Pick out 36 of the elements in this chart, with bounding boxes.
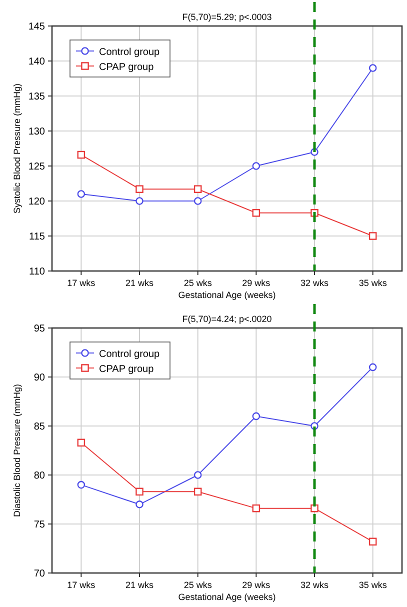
x-tick-label: 29 wks [242,580,271,590]
x-axis-title: Gestational Age (weeks) [178,592,276,602]
y-tick-label: 70 [34,568,46,580]
y-tick-label: 130 [28,126,46,138]
y-tick-label: 90 [34,372,46,384]
y-tick-label: 80 [34,470,46,482]
y-tick-label: 115 [29,232,46,242]
y-tick-label: 145 [28,22,46,32]
chart-title: F(5,70)=4.24; p<.0020 [182,314,272,324]
x-tick-label: 35 wks [358,278,388,288]
x-tick-label: 17 wks [67,278,96,288]
x-tick-label: 25 wks [184,278,212,288]
x-tick-label: 21 wks [125,580,154,590]
x-tick-label: 35 wks [358,580,388,590]
y-tick-label: 135 [28,92,46,102]
legend-label: Control group [99,349,160,360]
x-tick-label: 25 wks [184,580,212,590]
y-axis-title: Systolic Blood Pressure (mmHg) [12,83,22,214]
y-tick-label: 120 [28,196,46,208]
y-tick-label: 85 [34,422,46,432]
legend-label: Control group [99,47,160,58]
x-axis-title: Gestational Age (weeks) [178,290,276,300]
y-tick-label: 110 [29,266,46,278]
y-tick-label: 140 [28,56,46,68]
x-tick-label: 29 wks [242,278,271,288]
y-axis-title: Diastolic Blood Pressure (mmHg) [12,384,22,518]
x-tick-label: 32 wks [300,278,330,288]
legend-label: CPAP group [99,62,154,73]
x-tick-label: 17 wks [67,580,96,590]
y-tick-label: 75 [34,520,46,530]
legend-label: CPAP group [99,364,154,375]
y-tick-label: 125 [28,162,46,172]
x-tick-label: 32 wks [300,580,330,590]
y-tick-label: 95 [34,324,46,334]
chart-title: F(5,70)=5.29; p<.0003 [182,12,272,22]
x-tick-label: 21 wks [125,278,154,288]
